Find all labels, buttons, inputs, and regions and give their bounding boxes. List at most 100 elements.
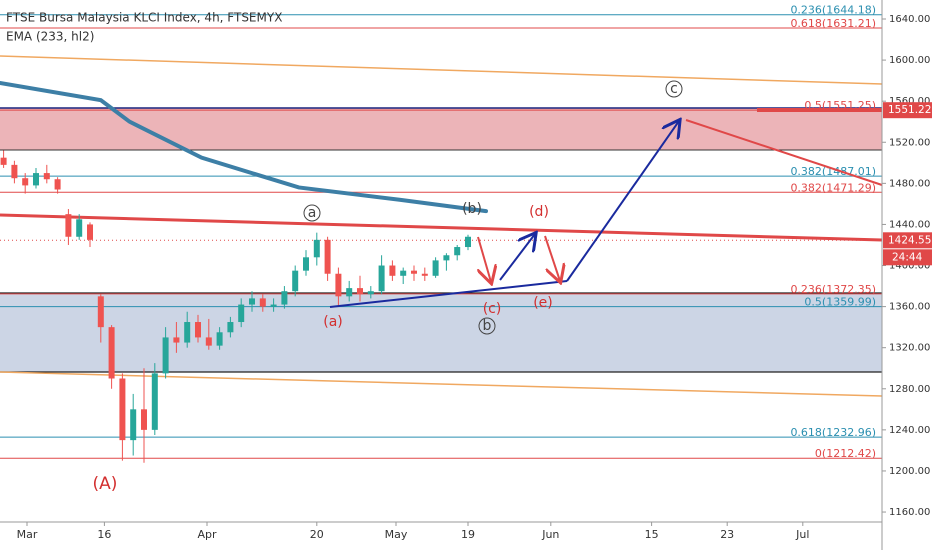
fib-label: 0.382(1471.29) xyxy=(790,181,876,194)
y-tick-label: 1440.00 xyxy=(889,219,930,230)
wave-label: (e) xyxy=(533,295,553,311)
candle-body xyxy=(400,270,407,276)
candle-body xyxy=(324,239,331,274)
candle-body xyxy=(97,296,104,328)
candle-body xyxy=(54,179,61,190)
candle-body xyxy=(270,304,277,307)
wave-circle xyxy=(478,317,496,335)
fib-label: 0.236(1644.18) xyxy=(790,4,876,17)
wave-label: c xyxy=(670,81,678,97)
y-tick-label: 1200.00 xyxy=(889,466,930,477)
y-tick-label: 1360.00 xyxy=(889,302,930,313)
x-tick-label: 23 xyxy=(720,528,734,541)
candle-body xyxy=(184,322,191,343)
candle-body xyxy=(281,291,288,305)
candle-body xyxy=(195,322,201,338)
wave-label: b xyxy=(483,318,492,334)
fib-label: 0.618(1232.96) xyxy=(790,426,876,439)
y-tick-label: 1600.00 xyxy=(889,55,930,66)
candle-body xyxy=(162,337,169,374)
candle-body xyxy=(76,219,83,237)
candle-body xyxy=(11,164,18,179)
axes: 1640.00 1600.00 1560.00 1520.00 1480.00 1440.… xyxy=(17,14,932,541)
wave-label: (d) xyxy=(529,204,549,220)
candles xyxy=(0,80,488,463)
x-tick-label: Jun xyxy=(541,528,559,541)
channel-line xyxy=(0,371,883,397)
wave-label: (A) xyxy=(93,474,118,494)
wave-arrow xyxy=(544,235,560,281)
channel-line xyxy=(0,55,883,85)
wave-line xyxy=(329,280,568,308)
x-tick-label: May xyxy=(385,528,408,541)
price-axis xyxy=(882,0,932,550)
candle-body xyxy=(357,288,363,295)
y-tick-label: 1400.00 xyxy=(889,261,930,272)
wave-circle xyxy=(665,80,683,98)
candle-body xyxy=(238,304,245,323)
candle-body xyxy=(227,322,234,333)
candle-body xyxy=(22,178,29,186)
candle-body xyxy=(173,337,180,343)
candle-body xyxy=(443,255,450,261)
x-tick-label: 20 xyxy=(310,528,324,541)
candle-body xyxy=(292,270,299,292)
wave-label: a xyxy=(308,205,317,221)
y-tick-label: 1560.00 xyxy=(889,96,930,107)
price-badge: 1424.55 xyxy=(888,234,931,246)
ema-line xyxy=(0,80,488,214)
fib-levels: 0.236(1644.18)0.618(1631.21)0.5(1551.25)… xyxy=(0,4,882,460)
support-zone xyxy=(0,293,882,372)
y-tick-label: 1520.00 xyxy=(889,137,930,148)
wave-arrow xyxy=(478,236,491,282)
wave-label: (c) xyxy=(483,301,502,317)
candle-body xyxy=(378,265,385,292)
wave-label: (b) xyxy=(462,201,482,217)
x-tick-label: 15 xyxy=(645,528,659,541)
wave-arrow xyxy=(566,121,679,282)
wave-circle xyxy=(303,204,321,222)
x-tick-label: Jul xyxy=(795,528,809,541)
x-tick-label: 19 xyxy=(461,528,475,541)
chart-title: FTSE Bursa Malaysia KLCI Index, 4h, FTSE… xyxy=(6,11,282,25)
candle-body xyxy=(43,173,50,180)
wave-label: (a) xyxy=(323,314,343,330)
candle-body xyxy=(151,373,158,430)
y-tick-label: 1640.00 xyxy=(889,14,930,25)
candle-body xyxy=(65,214,72,237)
fib-label: 0.236(1372.35) xyxy=(790,283,876,296)
candle-body xyxy=(249,298,255,305)
candle-body xyxy=(303,257,309,271)
candle-body xyxy=(432,260,439,276)
x-tick-label: Mar xyxy=(17,528,38,541)
wave-arrow xyxy=(499,234,535,281)
candle-body xyxy=(259,298,266,307)
candle-body xyxy=(411,270,417,274)
candle-body xyxy=(87,224,93,240)
fib-label: 0.5(1359.99) xyxy=(804,296,876,309)
candle-body xyxy=(465,236,471,248)
trend-line xyxy=(0,213,883,242)
y-tick-label: 1280.00 xyxy=(889,384,930,395)
countdown-bg xyxy=(883,249,932,266)
fib-label: 0.618(1631.21) xyxy=(790,17,876,30)
candle-body xyxy=(335,273,342,297)
y-tick-label: 1480.00 xyxy=(889,178,930,189)
y-tick-label: 1160.00 xyxy=(889,507,930,518)
fib-label: 0(1212.42) xyxy=(815,447,876,460)
resistance-zone xyxy=(0,108,882,150)
candle-body xyxy=(346,288,353,297)
candle-body xyxy=(389,265,396,276)
fib-label: 0.382(1487.01) xyxy=(790,165,876,178)
candle-body xyxy=(367,291,374,295)
candle-body xyxy=(313,239,320,258)
candle-body xyxy=(119,378,126,441)
candle-body xyxy=(421,273,428,276)
candle-body xyxy=(216,332,223,346)
x-tick-label: Apr xyxy=(197,528,217,541)
candle-body xyxy=(141,409,147,430)
trend-line xyxy=(685,119,883,186)
candle-body xyxy=(0,157,7,165)
indicator-label: EMA (233, hl2) xyxy=(6,30,94,44)
